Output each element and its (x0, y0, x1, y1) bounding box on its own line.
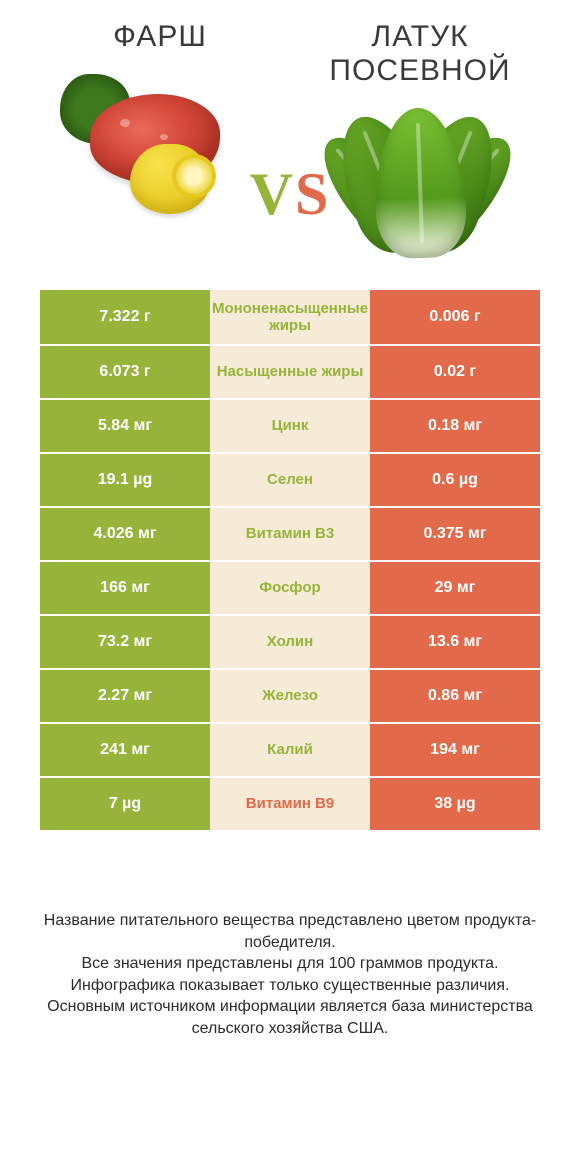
left-value: 241 мг (40, 724, 210, 776)
right-value: 0.18 мг (370, 400, 540, 452)
left-value: 73.2 мг (40, 616, 210, 668)
pepper-icon (130, 144, 210, 214)
left-value: 7 µg (40, 778, 210, 830)
footer-notes: Название питательного вещества представл… (30, 910, 550, 1040)
nutrient-name: Селен (210, 454, 370, 506)
footer-line: Инфографика показывает только существенн… (30, 975, 550, 997)
left-value: 6.073 г (40, 346, 210, 398)
left-value: 5.84 мг (40, 400, 210, 452)
table-row: 5.84 мгЦинк0.18 мг (40, 398, 540, 452)
footer-line: Все значения представлены для 100 граммо… (30, 953, 550, 975)
right-value: 0.006 г (370, 290, 540, 344)
table-row: 19.1 µgСелен0.6 µg (40, 452, 540, 506)
table-row: 73.2 мгХолин13.6 мг (40, 614, 540, 668)
table-row: 6.073 гНасыщенные жиры0.02 г (40, 344, 540, 398)
table-row: 4.026 мгВитамин B30.375 мг (40, 506, 540, 560)
right-product: ЛАТУК ПОСЕВНОЙ (300, 20, 540, 258)
left-value: 166 мг (40, 562, 210, 614)
right-value: 0.86 мг (370, 670, 540, 722)
comparison-table: 7.322 гМононенасыщенные жиры0.006 г6.073… (40, 290, 540, 830)
right-value: 29 мг (370, 562, 540, 614)
right-value: 13.6 мг (370, 616, 540, 668)
right-value: 194 мг (370, 724, 540, 776)
nutrient-name: Калий (210, 724, 370, 776)
left-image (70, 64, 250, 224)
vs-label: VS (250, 160, 331, 229)
left-value: 2.27 мг (40, 670, 210, 722)
footer-line: Основным источником информации является … (30, 996, 550, 1039)
header: ФАРШ VS ЛАТУК ПОСЕВНОЙ (0, 0, 580, 290)
right-value: 0.6 µg (370, 454, 540, 506)
table-row: 2.27 мгЖелезо0.86 мг (40, 668, 540, 722)
left-value: 4.026 мг (40, 508, 210, 560)
table-row: 7.322 гМононенасыщенные жиры0.006 г (40, 290, 540, 344)
nutrient-name: Витамин B9 (210, 778, 370, 830)
right-image (330, 98, 510, 258)
nutrient-name: Цинк (210, 400, 370, 452)
nutrient-name: Холин (210, 616, 370, 668)
table-row: 241 мгКалий194 мг (40, 722, 540, 776)
right-value: 38 µg (370, 778, 540, 830)
table-row: 166 мгФосфор29 мг (40, 560, 540, 614)
footer-line: Название питательного вещества представл… (30, 910, 550, 953)
left-product: ФАРШ (40, 20, 280, 224)
right-value: 0.02 г (370, 346, 540, 398)
table-row: 7 µgВитамин B938 µg (40, 776, 540, 830)
left-title: ФАРШ (40, 20, 280, 54)
nutrient-name: Фосфор (210, 562, 370, 614)
lettuce-icon (340, 98, 500, 268)
nutrient-name: Витамин B3 (210, 508, 370, 560)
nutrient-name: Мононенасыщенные жиры (210, 290, 370, 344)
left-value: 19.1 µg (40, 454, 210, 506)
right-value: 0.375 мг (370, 508, 540, 560)
nutrient-name: Железо (210, 670, 370, 722)
right-title: ЛАТУК ПОСЕВНОЙ (300, 20, 540, 88)
left-value: 7.322 г (40, 290, 210, 344)
nutrient-name: Насыщенные жиры (210, 346, 370, 398)
